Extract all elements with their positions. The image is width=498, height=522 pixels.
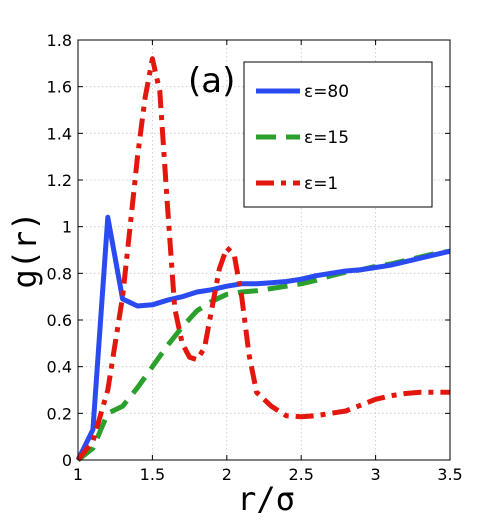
y-tick-label: 0.8 <box>47 264 72 283</box>
x-tick-label: 1 <box>73 465 83 484</box>
y-tick-label: 1.6 <box>47 78 72 97</box>
x-tick-label: 1.5 <box>140 465 165 484</box>
x-tick-label: 3.5 <box>437 465 462 484</box>
legend: ε=80 ε=15 ε=1 <box>243 61 433 208</box>
legend-label-eps80: ε=80 <box>304 82 349 102</box>
panel-label: (a) <box>188 61 235 101</box>
x-tick-label: 2 <box>222 465 232 484</box>
y-tick-label: 1.2 <box>47 171 72 190</box>
series-line <box>75 214 451 462</box>
legend-label-eps1: ε=1 <box>304 174 338 194</box>
axis-ticks: 1 1.5 2 2.5 3 3.5 0 0.2 0.4 0.6 0.8 1 1.2 1.4 1.6 1.8 <box>47 31 463 484</box>
x-axis-label: r/σ <box>237 480 295 518</box>
y-tick-label: 0.4 <box>47 358 72 377</box>
legend-label-eps15: ε=15 <box>304 128 349 148</box>
y-tick-label: 1 <box>62 218 72 237</box>
y-tick-label: 1.4 <box>47 124 72 143</box>
y-tick-label: 0.2 <box>47 404 72 423</box>
y-tick-label: 0 <box>62 451 72 470</box>
x-tick-label: 3 <box>371 465 381 484</box>
y-tick-label: 1.8 <box>47 31 72 50</box>
series-lines <box>75 56 451 462</box>
x-tick-label: 2.5 <box>288 465 313 484</box>
plot-frame <box>77 39 451 461</box>
y-tick-label: 0.6 <box>47 311 72 330</box>
y-axis-label: g(r) <box>6 211 44 288</box>
